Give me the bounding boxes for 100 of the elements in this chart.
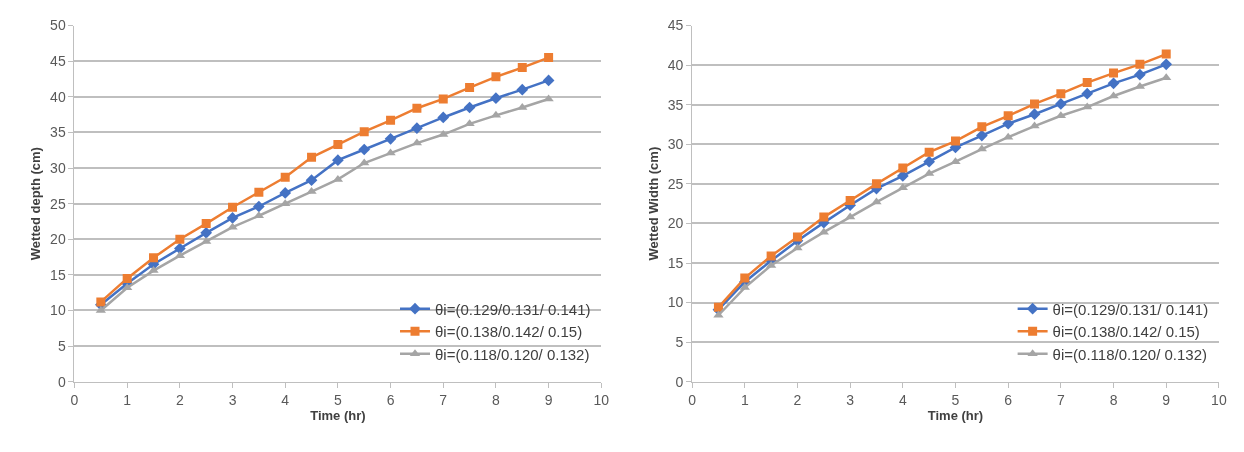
- x-tick-label: 9: [544, 391, 553, 408]
- point: [226, 212, 239, 224]
- x-tick-label: 6: [386, 391, 395, 408]
- point: [544, 53, 554, 63]
- point: [412, 103, 422, 113]
- legend-label: θi=(0.138/0.142/ 0.15): [1052, 323, 1200, 341]
- point: [871, 179, 881, 189]
- x-tick-label: 5: [951, 391, 960, 408]
- y-tick-label: 45: [50, 53, 66, 70]
- point: [1081, 87, 1094, 100]
- point: [438, 94, 448, 104]
- legend-label: θi=(0.118/0.120/ 0.132): [435, 345, 590, 363]
- y-tick-label: 25: [667, 175, 684, 192]
- point: [253, 200, 265, 213]
- point: [279, 187, 292, 199]
- y-tick-label: 10: [50, 302, 66, 319]
- legend-label: θi=(0.118/0.120/ 0.132): [1052, 345, 1208, 363]
- point: [845, 195, 855, 205]
- x-tick-label: 3: [846, 391, 855, 408]
- point: [175, 234, 185, 244]
- point: [1161, 73, 1172, 81]
- legend-label: θi=(0.129/0.131/ 0.141): [1052, 300, 1209, 318]
- point: [1029, 121, 1040, 129]
- x-tick-label: 7: [1056, 391, 1065, 408]
- point: [1003, 111, 1013, 121]
- x-tick-label: 8: [492, 391, 501, 408]
- x-tick-label: 1: [740, 391, 749, 408]
- point: [386, 115, 396, 125]
- x-tick-label: 4: [281, 391, 290, 408]
- point: [543, 94, 554, 102]
- y-tick-label: 15: [50, 266, 66, 283]
- point: [490, 92, 502, 105]
- point: [463, 101, 476, 114]
- x-tick-label: 7: [439, 391, 448, 408]
- y-tick-label: 5: [57, 338, 66, 354]
- point: [792, 243, 803, 251]
- point: [491, 72, 501, 82]
- point: [359, 127, 369, 137]
- x-axis-title: Time (hr): [310, 407, 366, 423]
- y-tick-label: 35: [50, 124, 66, 141]
- point: [1055, 98, 1067, 110]
- point: [254, 187, 264, 197]
- x-tick-label: 10: [1211, 391, 1227, 408]
- point: [923, 155, 935, 168]
- point: [516, 83, 529, 96]
- point: [792, 232, 802, 242]
- point: [819, 212, 829, 222]
- point: [358, 143, 371, 156]
- y-tick-label: 35: [667, 96, 684, 113]
- y-tick-label: 40: [667, 57, 684, 74]
- point: [977, 122, 987, 132]
- x-axis-title: Time (hr): [927, 407, 984, 423]
- point: [149, 253, 159, 263]
- point: [1056, 89, 1066, 99]
- point: [542, 74, 555, 87]
- point: [1134, 68, 1146, 81]
- y-tick-label: 5: [675, 334, 684, 351]
- point: [280, 172, 290, 182]
- point: [740, 273, 750, 283]
- y-tick-label: 20: [667, 215, 684, 232]
- x-tick-label: 2: [793, 391, 802, 408]
- point: [305, 174, 318, 186]
- legend-label: θi=(0.129/0.131/ 0.141): [435, 300, 591, 318]
- point: [1160, 58, 1173, 71]
- point: [1028, 108, 1041, 121]
- point: [1109, 68, 1119, 78]
- y-tick-label: 30: [667, 136, 684, 153]
- x-tick-label: 1: [123, 391, 132, 408]
- x-tick-label: 0: [688, 391, 697, 408]
- point: [307, 152, 317, 162]
- point: [1082, 78, 1092, 88]
- y-tick-label: 40: [50, 88, 66, 105]
- y-tick-label: 0: [57, 373, 66, 390]
- point: [1135, 59, 1145, 69]
- x-tick-label: 6: [1004, 391, 1013, 408]
- point: [1161, 49, 1171, 59]
- x-tick-label: 10: [593, 391, 610, 408]
- point: [713, 302, 723, 312]
- x-tick-label: 5: [333, 391, 342, 408]
- point: [96, 297, 106, 307]
- y-tick-label: 15: [667, 254, 684, 271]
- point: [465, 83, 475, 93]
- y-tick-label: 50: [50, 17, 66, 34]
- point: [384, 132, 397, 145]
- point: [1107, 77, 1120, 90]
- point: [200, 227, 213, 239]
- y-tick-label: 45: [667, 17, 684, 34]
- x-tick-label: 4: [898, 391, 907, 408]
- y-tick-label: 20: [50, 231, 66, 248]
- point: [437, 111, 450, 124]
- y-axis-title: Wetted depth (cm): [28, 147, 44, 261]
- point: [411, 122, 423, 134]
- point: [201, 219, 211, 229]
- legend-label: θi=(0.138/0.142/ 0.15): [435, 323, 583, 341]
- y-tick-label: 0: [675, 373, 684, 390]
- point: [871, 197, 882, 205]
- point: [1108, 91, 1119, 99]
- point: [1030, 99, 1040, 109]
- x-tick-label: 8: [1109, 391, 1118, 408]
- y-axis-title: Wetted Width (cm): [645, 146, 661, 261]
